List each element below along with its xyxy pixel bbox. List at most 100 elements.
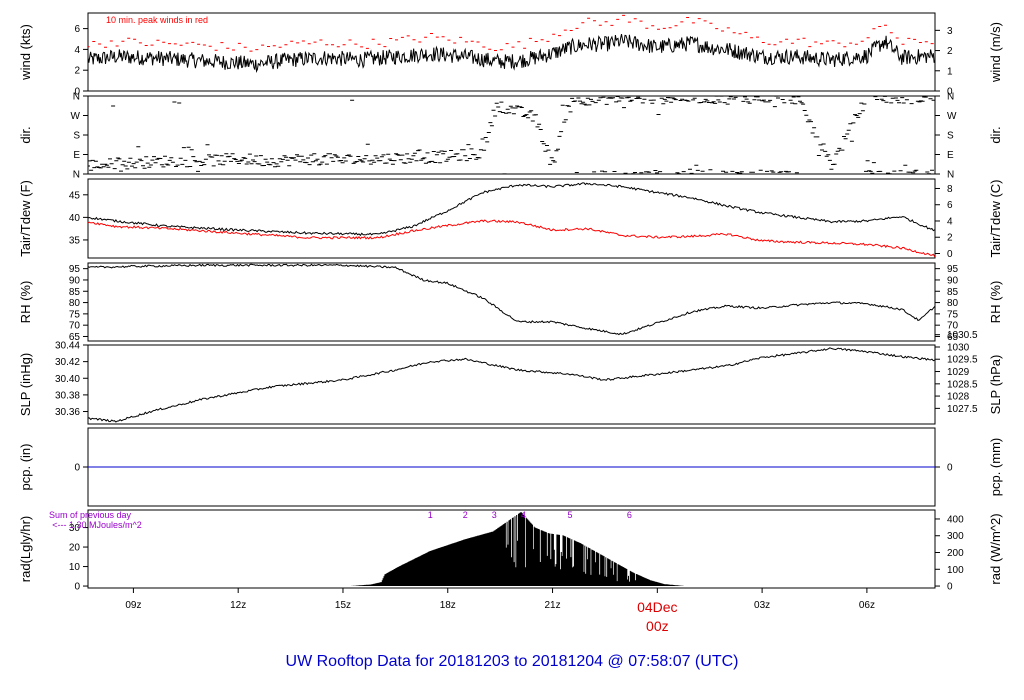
panel-plot-area [88,263,935,336]
right-tick-label: 1030 [947,342,970,353]
left-tick-label: 85 [69,287,81,298]
left-tick-label: N [73,92,80,103]
panel-wind: 0 2 4 6 0 1 2 3 wind (kts) wind (m/s) 10 min. peak… [18,12,1003,98]
right-tick-label: 75 [947,309,959,320]
right-axis-title: dir. [988,126,1003,143]
series-rh-0 [88,263,935,336]
rad-annotation-line1: Sum of previous day [49,510,132,520]
rad-hour-mark: 6 [627,510,632,520]
series-rad-0 [351,512,684,586]
left-tick-label: 4 [74,45,80,56]
right-axis-title: SLP (hPa) [988,355,1003,415]
left-tick-label: 40 [69,213,81,224]
right-tick-label: 0 [947,463,953,474]
right-tick-label: 1028 [947,392,970,403]
right-tick-label: 80 [947,298,959,309]
panel-frame [87,178,936,259]
right-tick-label: 2 [947,46,953,57]
series-temp-0 [88,182,935,237]
left-tick-label: S [73,131,80,142]
left-tick-label: 30.40 [55,374,80,385]
right-tick-label: 0 [947,582,953,593]
right-tick-label: 65 [947,332,959,343]
right-tick-label: 200 [947,548,964,559]
left-tick-label: 35 [69,235,81,246]
right-tick-label: 8 [947,184,953,195]
panel-frame [87,262,936,342]
left-tick-label: E [73,150,80,161]
x-tick-label: 09z [125,600,141,611]
left-tick-label: 70 [69,321,81,332]
left-axis-title: RH (%) [18,281,33,324]
panel-plot-area [88,14,935,73]
left-axis-title: SLP (inHg) [18,353,33,416]
left-tick-label: 30 [69,523,81,534]
right-tick-label: 400 [947,514,964,525]
right-tick-label: 90 [947,275,959,286]
series-dir-0 [88,96,935,174]
panel-plot-area [88,347,935,423]
left-tick-label: 0 [74,582,80,593]
right-axis-title: pcp. (mm) [988,438,1003,497]
series-slp-0 [88,347,935,423]
left-tick-label: 20 [69,543,81,554]
right-tick-label: 300 [947,531,964,542]
series-wind-1 [88,14,934,52]
right-tick-label: 100 [947,565,964,576]
right-tick-label: 0 [947,87,953,98]
left-tick-label: 65 [69,332,81,343]
panel-frame [87,12,936,92]
left-tick-label: 6 [74,24,80,35]
rad-hour-mark: 2 [463,510,468,520]
right-axis-title: Tair/Tdew (C) [988,179,1003,257]
x-tick-label: 06z [859,600,875,611]
left-tick-label: 45 [69,190,81,201]
left-tick-label: 75 [69,309,81,320]
right-tick-label: 1027.5 [947,404,978,415]
rad-hour-mark: 3 [492,510,497,520]
x-axis: 09z 12z 15z 18z 21z 03z 06z 04Dec 00z [125,588,875,634]
left-tick-label: 30.42 [55,357,80,368]
right-tick-label: 4 [947,216,953,227]
x-tick-label: 03z [754,600,770,611]
panel-plot-area [88,182,935,257]
right-tick-label: 2 [947,233,953,244]
right-tick-label: S [947,131,954,142]
left-tick-label: 0 [74,87,80,98]
panel-frame [87,344,936,425]
right-tick-label: 70 [947,321,959,332]
left-tick-label: 30.36 [55,407,80,418]
right-tick-label: N [947,170,954,181]
right-axis-title: RH (%) [988,281,1003,324]
right-tick-label: 95 [947,264,959,275]
right-tick-label: 1030.5 [947,330,978,341]
right-tick-label: 1028.5 [947,379,978,390]
right-tick-label: 0 [947,249,953,260]
right-tick-label: W [947,111,957,122]
right-axis-title: wind (m/s) [988,22,1003,83]
x-tick-label: 12z [230,600,246,611]
left-tick-label: 0 [74,463,80,474]
left-tick-label: 30.38 [55,390,80,401]
right-tick-label: 1029.5 [947,355,978,366]
panel-pcp: 0 0 pcp. (in) pcp. (mm) [18,427,1003,507]
left-tick-label: 90 [69,275,81,286]
rad-hour-mark: 4 [521,510,526,520]
left-tick-label: 10 [69,562,81,573]
left-tick-label: W [71,111,81,122]
x-tick-label: 21z [544,600,560,611]
date-marker-date: 04Dec [637,599,677,615]
panel-temp: 35 40 45 0 2 4 6 8 Tair/Tdew (F) Tair/Tdew (C) [18,178,1003,260]
panel-frame [87,509,936,589]
right-axis-title: rad (W/m^2) [988,513,1003,584]
date-marker-time: 00z [646,618,669,634]
left-axis-title: rad(Lgly/hr) [18,516,33,582]
right-tick-label: 85 [947,287,959,298]
right-tick-label: 3 [947,26,953,37]
rad-hour-mark: 5 [567,510,572,520]
